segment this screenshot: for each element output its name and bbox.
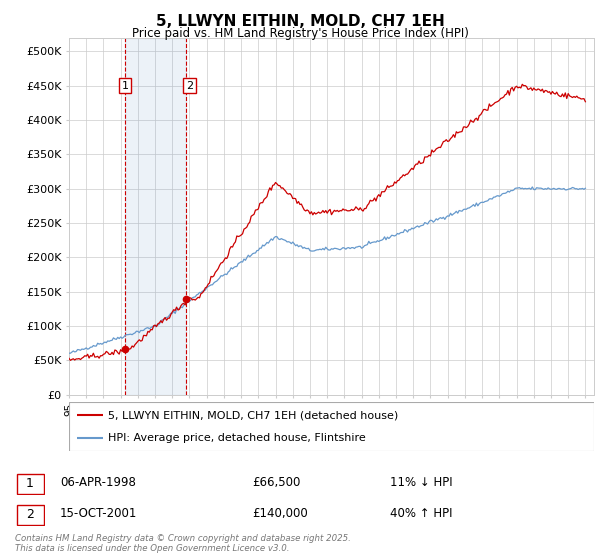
- Text: 06-APR-1998: 06-APR-1998: [60, 476, 136, 489]
- Text: £140,000: £140,000: [252, 507, 308, 520]
- Text: £66,500: £66,500: [252, 476, 301, 489]
- Text: 2: 2: [186, 81, 193, 91]
- Text: 1: 1: [26, 477, 34, 491]
- Text: Contains HM Land Registry data © Crown copyright and database right 2025.
This d: Contains HM Land Registry data © Crown c…: [15, 534, 351, 553]
- Bar: [125, 38, 186, 395]
- FancyBboxPatch shape: [17, 505, 44, 525]
- Text: 1: 1: [121, 81, 128, 91]
- Text: 11% ↓ HPI: 11% ↓ HPI: [390, 476, 452, 489]
- Text: 15-OCT-2001: 15-OCT-2001: [60, 507, 137, 520]
- Text: HPI: Average price, detached house, Flintshire: HPI: Average price, detached house, Flin…: [109, 433, 366, 444]
- Text: Price paid vs. HM Land Registry's House Price Index (HPI): Price paid vs. HM Land Registry's House …: [131, 27, 469, 40]
- FancyBboxPatch shape: [17, 474, 44, 494]
- Text: 2: 2: [26, 508, 34, 521]
- FancyBboxPatch shape: [69, 402, 594, 451]
- Text: 5, LLWYN EITHIN, MOLD, CH7 1EH: 5, LLWYN EITHIN, MOLD, CH7 1EH: [155, 14, 445, 29]
- Text: 5, LLWYN EITHIN, MOLD, CH7 1EH (detached house): 5, LLWYN EITHIN, MOLD, CH7 1EH (detached…: [109, 410, 398, 421]
- Text: 40% ↑ HPI: 40% ↑ HPI: [390, 507, 452, 520]
